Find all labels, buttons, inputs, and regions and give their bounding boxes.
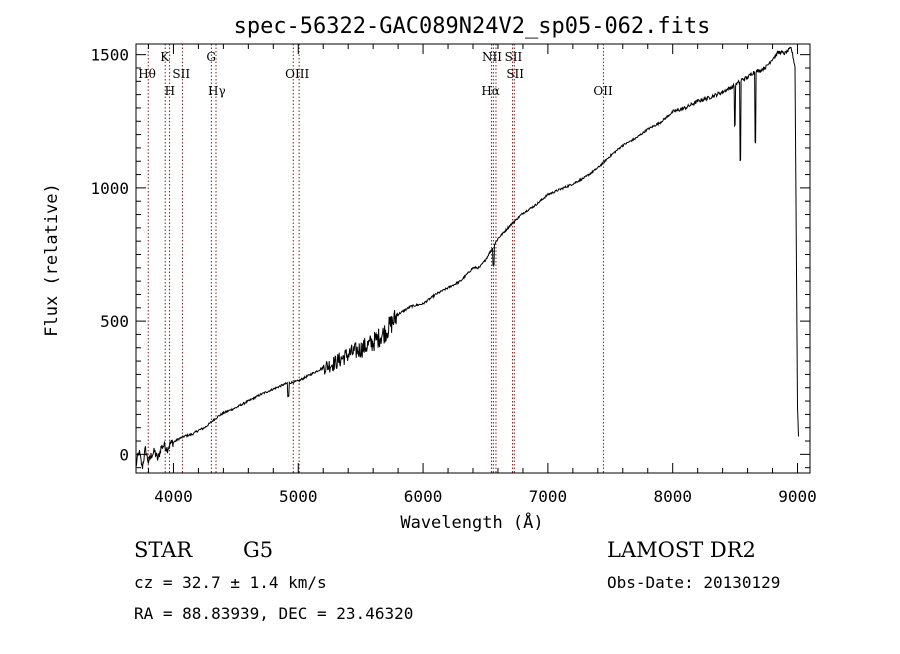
axes-layer [135,43,811,474]
x-axis-label: Wavelength (Å) [400,511,543,533]
y-tick-label: 1500 [90,46,129,65]
spectral-line-label: OII [593,84,613,98]
emission-lines-layer [147,44,604,473]
spectrum-line [135,46,799,470]
spectral-line-label: SII [505,50,523,64]
spectral-subclass: G5 [243,538,274,562]
spectral-line-label: H [165,84,175,98]
y-tick-label: 1000 [90,179,129,198]
object-type: STAR [134,538,193,562]
spectral-line-label: K [160,50,170,64]
y-tick-label: 0 [119,445,129,464]
x-tick-label: 5000 [279,487,318,506]
y-tick-label: 500 [100,312,129,331]
x-tick-label: 6000 [404,487,443,506]
plot-frame [135,43,811,474]
redshift-text: cz = 32.7 ± 1.4 km/s [134,573,327,592]
spectral-line-label: SII [172,67,190,81]
spectral-line-label: OIII [285,67,309,81]
series-layer [135,46,799,470]
tick-labels-layer: 4000 5000 6000 7000 8000 9000 0 500 1000 1500 [90,46,816,506]
spectral-line-label: G [206,50,216,64]
obs-date-text: Obs-Date: 20130129 [607,573,781,592]
survey-name: LAMOST DR2 [607,538,756,562]
x-tick-label: 9000 [778,487,817,506]
x-tick-label: 8000 [653,487,692,506]
spectral-line-label: SII [506,67,524,81]
x-tick-label: 7000 [529,487,568,506]
y-axis-label: Flux (relative) [42,183,62,337]
coordinates-text: RA = 88.83939, DEC = 23.46320 [134,604,414,623]
spectral-line-label: NII [482,50,502,64]
spectral-line-label: Hα [481,84,500,98]
spectral-line-label: Hθ [138,67,156,81]
chart-title: spec-56322-GAC089N24V2_sp05-062.fits [234,14,711,39]
x-tick-label: 4000 [154,487,193,506]
spectral-line-label: Hγ [208,84,226,98]
